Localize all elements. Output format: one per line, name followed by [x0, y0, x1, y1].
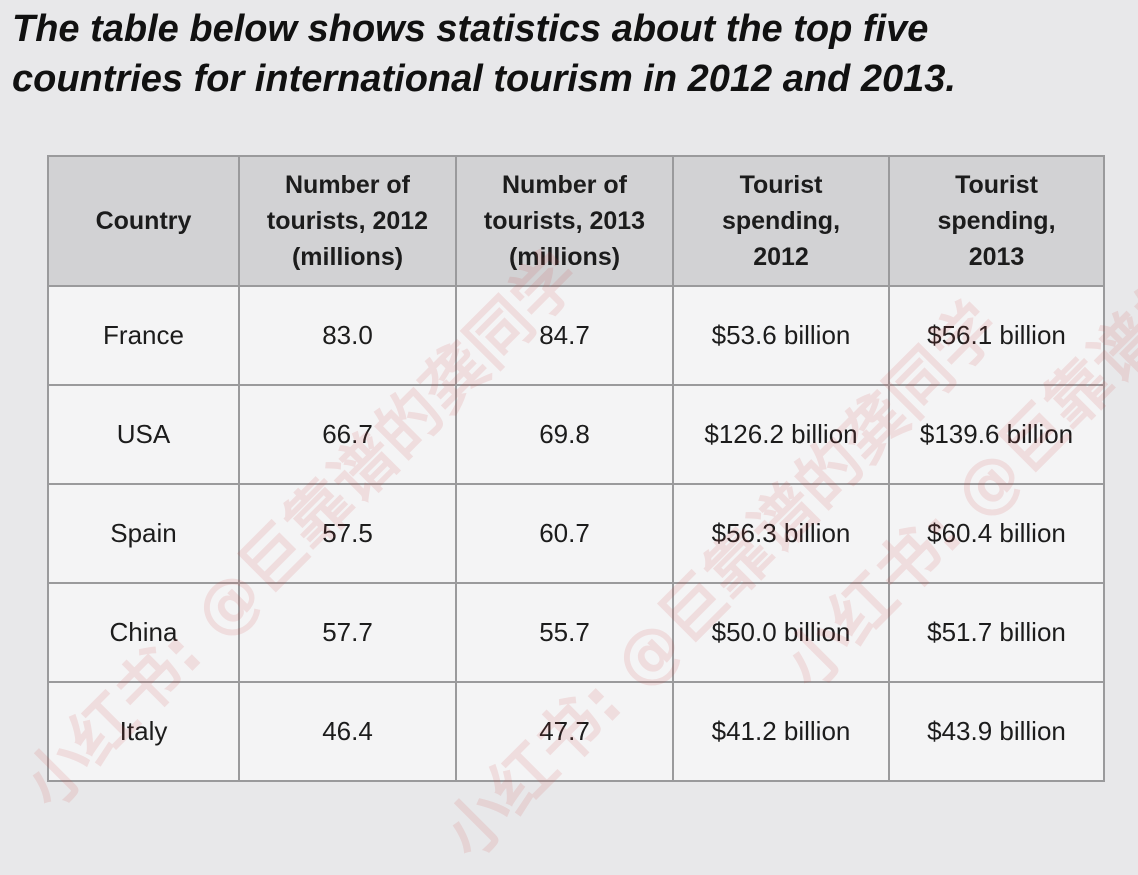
cell-country: USA: [47, 384, 240, 485]
header-spending-2012: Tourist spending, 2012: [672, 155, 890, 287]
cell-tourists-2013: 47.7: [455, 681, 674, 782]
cell-spending-2013: $60.4 billion: [888, 483, 1105, 584]
cell-tourists-2012: 46.4: [238, 681, 457, 782]
cell-tourists-2012: 57.5: [238, 483, 457, 584]
table-row: China 57.7 55.7 $50.0 billion $51.7 bill…: [47, 582, 1105, 683]
cell-spending-2013: $56.1 billion: [888, 285, 1105, 386]
table-header-row: Country Number of tourists, 2012 (millio…: [47, 155, 1105, 287]
cell-spending-2012: $56.3 billion: [672, 483, 890, 584]
table-row: Spain 57.5 60.7 $56.3 billion $60.4 bill…: [47, 483, 1105, 584]
cell-spending-2013: $43.9 billion: [888, 681, 1105, 782]
cell-tourists-2013: 60.7: [455, 483, 674, 584]
table-row: Italy 46.4 47.7 $41.2 billion $43.9 bill…: [47, 681, 1105, 782]
cell-country: France: [47, 285, 240, 386]
cell-spending-2012: $53.6 billion: [672, 285, 890, 386]
header-spending-2013: Tourist spending, 2013: [888, 155, 1105, 287]
header-tourists-2012: Number of tourists, 2012 (millions): [238, 155, 457, 287]
cell-tourists-2012: 83.0: [238, 285, 457, 386]
header-country: Country: [47, 155, 240, 287]
cell-tourists-2013: 84.7: [455, 285, 674, 386]
table-row: France 83.0 84.7 $53.6 billion $56.1 bil…: [47, 285, 1105, 386]
page-title: The table below shows statistics about t…: [12, 4, 1138, 104]
header-tourists-2013: Number of tourists, 2013 (millions): [455, 155, 674, 287]
cell-tourists-2012: 66.7: [238, 384, 457, 485]
table-row: USA 66.7 69.8 $126.2 billion $139.6 bill…: [47, 384, 1105, 485]
cell-spending-2013: $139.6 billion: [888, 384, 1105, 485]
title-line-2: countries for international tourism in 2…: [12, 58, 956, 100]
title-line-1: The table below shows statistics about t…: [12, 8, 929, 50]
cell-spending-2012: $41.2 billion: [672, 681, 890, 782]
cell-spending-2013: $51.7 billion: [888, 582, 1105, 683]
cell-spending-2012: $50.0 billion: [672, 582, 890, 683]
cell-country: Spain: [47, 483, 240, 584]
statistics-table-container: Country Number of tourists, 2012 (millio…: [47, 155, 1105, 782]
cell-tourists-2012: 57.7: [238, 582, 457, 683]
cell-tourists-2013: 55.7: [455, 582, 674, 683]
cell-country: Italy: [47, 681, 240, 782]
cell-spending-2012: $126.2 billion: [672, 384, 890, 485]
cell-tourists-2013: 69.8: [455, 384, 674, 485]
tourism-statistics-table: Country Number of tourists, 2012 (millio…: [47, 155, 1105, 782]
cell-country: China: [47, 582, 240, 683]
